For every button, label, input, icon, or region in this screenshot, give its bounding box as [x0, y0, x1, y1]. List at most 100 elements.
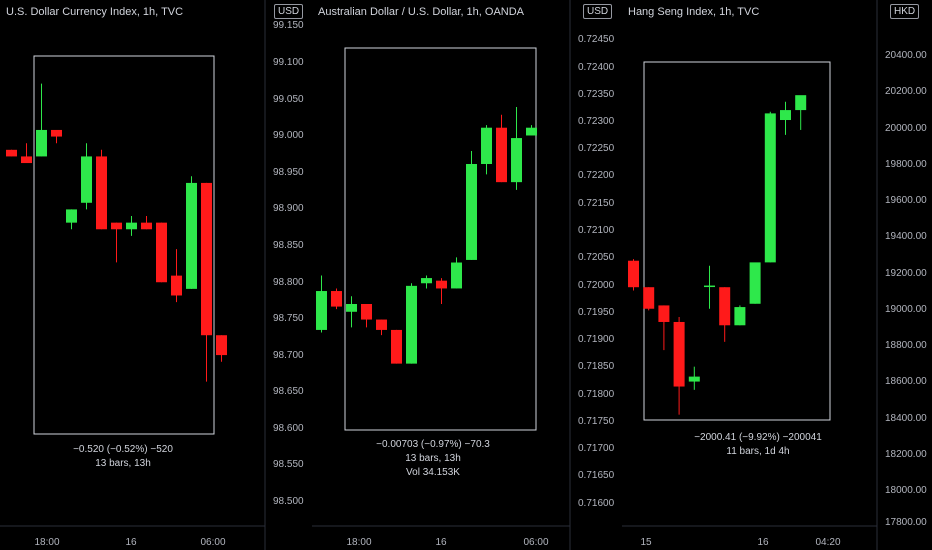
usd-index-measure-box[interactable] — [33, 55, 215, 435]
usd-index-candle-body — [201, 182, 212, 336]
usd-index-chart[interactable]: 99.150 99.100 99.050 99.000 98.950 98.900 98.8… — [0, 0, 312, 550]
audusd-y-tick-label: 0.72250 — [578, 143, 615, 154]
audusd-title: Australian Dollar / U.S. Dollar, 1h, OAN… — [318, 6, 525, 18]
hang-seng-y-tick-label: 19800.00 — [885, 159, 927, 170]
hang-seng-chart[interactable]: 20400.00 20200.00 20000.00 19800.00 19600.00… — [622, 0, 932, 550]
audusd-y-tick-label: 0.72150 — [578, 198, 615, 209]
audusd-candle-body — [391, 329, 402, 364]
usd-index-y-tick-label: 99.150 — [273, 20, 304, 31]
audusd-candle-body — [511, 138, 522, 183]
audusd-candle-body — [331, 291, 342, 307]
audusd-x-tick-label: 16 — [435, 537, 447, 548]
hang-seng-measure-bars: 11 bars, 1d 4h — [726, 446, 790, 457]
hang-seng-x-tick-label: 16 — [757, 537, 769, 548]
hang-seng-y-tick-label: 18000.00 — [885, 485, 927, 496]
audusd-y-tick-label: 0.71900 — [578, 334, 615, 345]
audusd-x-tick-label: 06:00 — [523, 537, 548, 548]
audusd-measure-box[interactable] — [344, 47, 537, 431]
audusd-y-tick-label: 0.72200 — [578, 170, 615, 181]
usd-index-measure-change: −0.520 (−0.52%) −520 — [73, 444, 173, 455]
usd-index-candle-body — [21, 156, 32, 164]
usd-index-currency-badge[interactable]: USD — [274, 4, 304, 19]
audusd-measure-bars: 13 bars, 13h — [405, 453, 461, 464]
audusd-measure-stats: −0.00703 (−0.97%) −70.3 13 bars, 13h Vol… — [313, 438, 553, 480]
usd-index-candle-body — [36, 129, 47, 157]
hang-seng-candle-body — [764, 113, 776, 263]
hang-seng-y-tick-label: 20400.00 — [885, 50, 927, 61]
usd-index-candle-body — [96, 156, 107, 230]
usd-index-y-tick-label: 99.000 — [273, 130, 304, 141]
usd-index-panel: 99.150 99.100 99.050 99.000 98.950 98.900 98.8… — [0, 0, 312, 550]
hang-seng-y-tick-label: 20000.00 — [885, 123, 927, 134]
audusd-y-tick-label: 0.71850 — [578, 361, 615, 372]
hang-seng-candle-body — [673, 321, 685, 387]
audusd-y-tick-label: 0.72050 — [578, 252, 615, 263]
usd-index-candle-body — [141, 222, 152, 230]
audusd-y-tick-label: 0.71950 — [578, 307, 615, 318]
hang-seng-y-tick-label: 20200.00 — [885, 86, 927, 97]
audusd-chart[interactable]: 0.72450 0.72400 0.72350 0.72300 0.72250 0.722… — [312, 0, 622, 550]
usd-index-candle-body — [51, 129, 62, 137]
hang-seng-y-tick-label: 18600.00 — [885, 376, 927, 387]
usd-index-x-tick-label: 06:00 — [200, 537, 225, 548]
hang-seng-candle-body — [719, 287, 731, 326]
audusd-candle-body — [451, 262, 462, 289]
hang-seng-candle-body — [795, 95, 807, 111]
audusd-measure-change: −0.00703 (−0.97%) −70.3 — [376, 439, 490, 450]
audusd-y-tick-label: 0.71600 — [578, 498, 615, 509]
audusd-measure-volume: Vol 34.153K — [406, 467, 460, 478]
audusd-y-tick-label: 0.71700 — [578, 443, 615, 454]
hang-seng-panel: 20400.00 20200.00 20000.00 19800.00 19600.00… — [622, 0, 932, 550]
audusd-y-tick-label: 0.72400 — [578, 62, 615, 73]
usd-index-y-tick-label: 98.900 — [273, 203, 304, 214]
usd-index-candle-body — [156, 222, 167, 283]
hang-seng-candle-body — [688, 376, 700, 382]
audusd-candle-body — [406, 285, 417, 364]
usd-index-y-tick-label: 98.850 — [273, 240, 304, 251]
usd-index-y-tick-label: 98.750 — [273, 313, 304, 324]
hang-seng-candle-body — [780, 110, 791, 121]
hang-seng-candle-body — [734, 307, 746, 326]
usd-index-x-tick-label: 18:00 — [34, 537, 59, 548]
usd-index-y-tick-label: 98.700 — [273, 350, 304, 361]
usd-index-y-tick-label: 98.550 — [273, 459, 304, 470]
hang-seng-candle-body — [749, 262, 761, 304]
hang-seng-candle-body — [628, 260, 639, 288]
usd-index-candle-body — [126, 222, 137, 230]
hang-seng-measure-stats: −2000.41 (−9.92%) −200041 11 bars, 1d 4h — [638, 431, 878, 459]
usd-index-candle-body — [6, 149, 17, 157]
hang-seng-currency-badge[interactable]: HKD — [890, 4, 920, 19]
audusd-y-tick-label: 0.72000 — [578, 280, 615, 291]
hang-seng-measure-box[interactable] — [643, 61, 831, 421]
audusd-y-tick-label: 0.72300 — [578, 116, 615, 127]
hang-seng-y-tick-label: 18800.00 — [885, 340, 927, 351]
usd-index-y-tick-label: 99.100 — [273, 57, 304, 68]
usd-index-y-tick-label: 99.050 — [273, 94, 304, 105]
audusd-candle-body — [526, 127, 537, 136]
audusd-x-tick-label: 18:00 — [346, 537, 371, 548]
audusd-currency-badge[interactable]: USD — [583, 4, 613, 19]
hang-seng-y-tick-label: 17800.00 — [885, 517, 927, 528]
audusd-y-tick-label: 0.71800 — [578, 389, 615, 400]
usd-index-candle-body — [66, 209, 77, 223]
usd-index-y-tick-label: 98.600 — [273, 423, 304, 434]
audusd-candle-body — [316, 291, 327, 330]
usd-index-measure-bars: 13 bars, 13h — [95, 458, 151, 469]
usd-index-measure-stats: −0.520 (−0.52%) −520 13 bars, 13h — [3, 443, 243, 471]
hang-seng-x-tick-label: 04:20 — [815, 537, 840, 548]
usd-index-candle-body — [81, 156, 92, 203]
hang-seng-y-tick-label: 18200.00 — [885, 449, 927, 460]
hang-seng-y-tick-label: 18400.00 — [885, 413, 927, 424]
hang-seng-title: Hang Seng Index, 1h, TVC — [628, 6, 760, 18]
audusd-y-tick-label: 0.71650 — [578, 470, 615, 481]
hang-seng-candle-body — [658, 305, 670, 322]
usd-index-y-tick-label: 98.800 — [273, 277, 304, 288]
hang-seng-candle-body — [704, 285, 715, 288]
audusd-candle-body — [466, 164, 477, 260]
usd-index-x-tick-label: 16 — [125, 537, 137, 548]
usd-index-candle-body — [216, 335, 227, 356]
usd-index-title: U.S. Dollar Currency Index, 1h, TVC — [6, 6, 184, 18]
audusd-candle-body — [376, 319, 387, 330]
usd-index-candle-body — [171, 275, 182, 296]
audusd-y-tick-label: 0.72450 — [578, 34, 615, 45]
